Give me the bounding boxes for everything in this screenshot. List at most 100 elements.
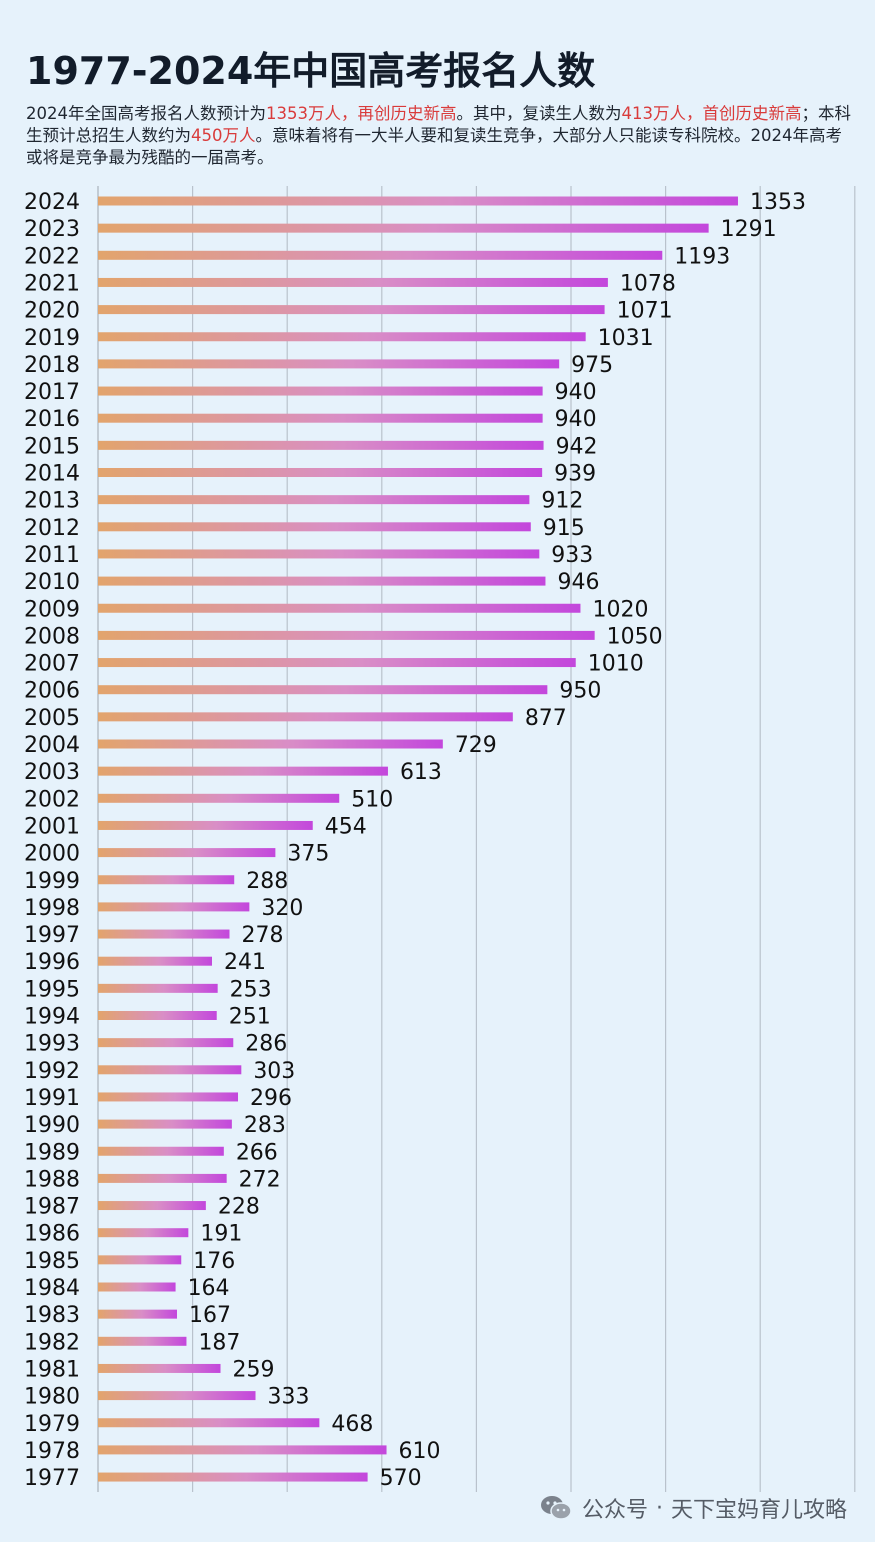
bar-2001 [98, 820, 313, 830]
year-label: 1984 [24, 1276, 80, 1301]
value-label: 283 [244, 1113, 286, 1138]
bar-1999 [98, 875, 235, 885]
value-label: 288 [246, 869, 288, 894]
bar-1979 [98, 1418, 320, 1428]
year-label: 1978 [24, 1439, 80, 1464]
year-label: 2022 [24, 244, 80, 269]
bar-2018 [98, 359, 560, 369]
value-label: 303 [253, 1059, 295, 1084]
year-label: 1995 [24, 977, 80, 1002]
bar-1983 [98, 1309, 177, 1319]
year-label: 1981 [24, 1357, 80, 1382]
bar-2020 [98, 305, 605, 315]
value-label: 468 [331, 1412, 373, 1437]
bar-2005 [98, 712, 513, 722]
bar-2016 [98, 413, 543, 423]
value-label: 167 [189, 1303, 231, 1328]
value-label: 272 [239, 1167, 281, 1192]
year-label: 1997 [24, 923, 80, 948]
bar-1990 [98, 1119, 232, 1129]
bar-2014 [98, 468, 543, 477]
value-label: 912 [541, 489, 583, 514]
year-label: 2003 [24, 760, 80, 785]
bar-1991 [98, 1092, 239, 1102]
bar-1981 [98, 1363, 221, 1373]
year-label: 2021 [24, 271, 80, 296]
bar-2024 [98, 196, 738, 206]
value-label: 1031 [598, 326, 654, 351]
value-label: 939 [554, 462, 596, 487]
value-label: 375 [287, 842, 329, 867]
year-label: 1983 [24, 1303, 80, 1328]
value-label: 187 [198, 1330, 240, 1355]
year-label: 1999 [24, 869, 80, 894]
value-label: 296 [250, 1086, 292, 1111]
year-label: 2014 [24, 462, 80, 487]
value-label: 877 [525, 706, 567, 731]
value-label: 1193 [674, 244, 730, 269]
year-label: 1998 [24, 896, 80, 921]
year-label: 2012 [24, 516, 80, 541]
year-label: 2020 [24, 299, 80, 324]
bar-2011 [98, 549, 540, 559]
bar-1993 [98, 1038, 234, 1048]
year-label: 1985 [24, 1249, 80, 1274]
value-label: 320 [261, 896, 303, 921]
bar-1977 [98, 1472, 368, 1482]
value-label: 1078 [620, 271, 676, 296]
bar-2003 [98, 766, 388, 776]
value-label: 228 [218, 1195, 260, 1220]
bar-1986 [98, 1228, 189, 1238]
year-label: 2011 [24, 543, 80, 568]
year-label: 1977 [24, 1466, 80, 1491]
bar-1996 [98, 956, 212, 966]
value-label: 610 [399, 1439, 441, 1464]
value-label: 613 [400, 760, 442, 785]
value-label: 266 [236, 1140, 278, 1165]
bar-1989 [98, 1146, 224, 1156]
description-text: ；本科生预计总招生人数约为 [26, 104, 851, 145]
year-label: 2001 [24, 814, 80, 839]
bar-2017 [98, 386, 543, 396]
value-label: 1050 [607, 624, 663, 649]
watermark-prefix: 公众号 [581, 1498, 648, 1523]
year-label: 1987 [24, 1195, 80, 1220]
bar-2002 [98, 793, 340, 803]
year-label: 2013 [24, 489, 80, 514]
year-label: 1986 [24, 1222, 80, 1247]
value-label: 286 [245, 1032, 287, 1057]
bar-2012 [98, 522, 531, 532]
year-label: 1980 [24, 1385, 80, 1410]
bar-2021 [98, 277, 608, 287]
value-label: 1020 [592, 597, 648, 622]
bar-2004 [98, 739, 443, 749]
year-label: 2004 [24, 733, 80, 758]
chart-title: 1977-2024年中国高考报名人数 [26, 49, 596, 93]
year-label: 1991 [24, 1086, 80, 1111]
bars [98, 196, 738, 1482]
value-label: 241 [224, 950, 266, 975]
value-label: 570 [380, 1466, 422, 1491]
year-label: 1982 [24, 1330, 80, 1355]
value-label: 253 [230, 977, 272, 1002]
bar-2000 [98, 848, 276, 858]
description-text: 2024年全国高考报名人数预计为 [26, 104, 266, 123]
description-text: 。其中，复读生人数为 [456, 104, 622, 123]
year-label: 2007 [24, 652, 80, 677]
year-label: 2008 [24, 624, 80, 649]
labels: 2024 1353 2023 1291 2022 1193 2021 1078 2020 1071… [24, 190, 806, 1491]
value-label: 729 [455, 733, 497, 758]
year-label: 1993 [24, 1032, 80, 1057]
bar-2022 [98, 250, 663, 260]
watermark-separator: · [655, 1495, 663, 1521]
year-label: 2002 [24, 787, 80, 812]
year-label: 1990 [24, 1113, 80, 1138]
bar-1982 [98, 1336, 187, 1346]
bar-1995 [98, 983, 218, 993]
value-label: 940 [555, 407, 597, 432]
bar-1985 [98, 1255, 182, 1265]
description-highlight: 450万人 [191, 126, 256, 145]
bar-1988 [98, 1173, 227, 1183]
year-label: 2018 [24, 353, 80, 378]
